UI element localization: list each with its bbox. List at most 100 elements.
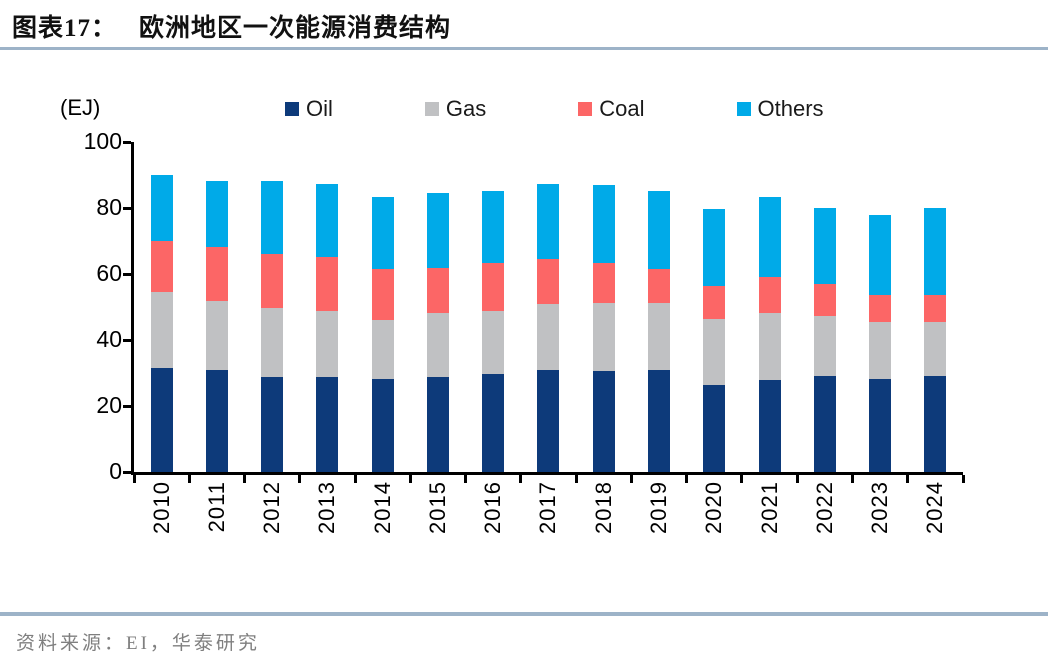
exhibit-label: 图表17： <box>12 15 118 42</box>
x-tick <box>574 475 578 483</box>
bar-slot-2019 <box>631 142 686 472</box>
legend-label: Coal <box>599 96 645 121</box>
bar-slot-2023 <box>852 142 907 472</box>
x-tick <box>906 475 910 483</box>
bar-segment-others-2024 <box>924 208 947 296</box>
x-label-slot: 2016 <box>466 481 521 565</box>
y-tick-label: 80 <box>96 194 122 220</box>
y-tick <box>123 338 131 342</box>
legend-label: Others <box>757 96 824 121</box>
x-tick <box>519 475 523 483</box>
x-label-slot: 2018 <box>576 481 631 565</box>
stacked-bar-2012 <box>261 181 284 472</box>
x-axis-label-2024: 2024 <box>922 481 948 534</box>
x-axis-label-2022: 2022 <box>811 481 837 534</box>
stacked-bar-2019 <box>648 190 671 472</box>
x-tick <box>243 475 247 483</box>
stacked-bar-2021 <box>758 196 781 472</box>
bar-slot-2017 <box>521 142 576 472</box>
bar-segment-oil-2022 <box>813 376 836 472</box>
bar-segment-oil-2012 <box>261 376 284 472</box>
legend-item-oil: Oil <box>285 96 333 122</box>
stacked-bar-2023 <box>869 214 892 472</box>
y-tick-label: 40 <box>96 326 122 352</box>
stacked-bar-2024 <box>924 208 947 472</box>
bar-segment-others-2011 <box>205 180 228 248</box>
bar-segment-gas-2011 <box>205 301 228 371</box>
bar-segment-others-2023 <box>869 214 892 296</box>
x-axis <box>131 472 963 475</box>
legend-label: Oil <box>306 96 333 121</box>
bar-segment-coal-2024 <box>924 295 947 322</box>
bar-segment-gas-2012 <box>261 308 284 377</box>
legend-item-others: Others <box>736 96 824 122</box>
bar-segment-gas-2016 <box>482 311 505 374</box>
bar-slot-2012 <box>245 142 300 472</box>
bar-segment-gas-2014 <box>371 319 394 379</box>
bar-segment-oil-2014 <box>371 378 394 472</box>
bar-segment-others-2016 <box>482 190 505 263</box>
bar-segment-gas-2022 <box>813 315 836 377</box>
bar-segment-oil-2015 <box>426 376 449 472</box>
bar-segment-oil-2023 <box>869 379 892 472</box>
x-tick <box>353 475 357 483</box>
x-axis-label-2015: 2015 <box>424 481 450 534</box>
x-label-slot: 2022 <box>797 481 852 565</box>
bar-slot-2021 <box>742 142 797 472</box>
bar-segment-gas-2020 <box>703 318 726 386</box>
bar-slot-2010 <box>134 142 189 472</box>
bar-segment-oil-2016 <box>482 374 505 472</box>
bar-segment-coal-2011 <box>205 247 228 302</box>
bar-segment-coal-2016 <box>482 262 505 312</box>
bar-segment-others-2021 <box>758 196 781 278</box>
chart-title: 图表17： 欧洲地区一次能源消费结构 <box>12 8 1036 44</box>
x-axis-labels: 2010 2011 2012 2013 2014 2015 2016 2017 2018 2019… <box>134 481 963 565</box>
chart-legend: Oil Gas Coal Others <box>285 96 824 122</box>
stacked-bar-2017 <box>537 183 560 472</box>
bar-segment-coal-2014 <box>371 268 394 320</box>
bar-segment-coal-2017 <box>537 258 560 304</box>
bar-segment-others-2017 <box>537 183 560 259</box>
bar-slot-2014 <box>355 142 410 472</box>
x-axis-label-2020: 2020 <box>701 481 727 534</box>
stacked-bar-2018 <box>592 184 615 472</box>
x-label-slot: 2021 <box>742 481 797 565</box>
x-tick <box>132 475 136 483</box>
bar-slot-2018 <box>576 142 631 472</box>
footer-rule <box>0 612 1048 616</box>
x-tick <box>961 475 965 483</box>
bar-segment-oil-2013 <box>316 376 339 472</box>
bar-slot-2013 <box>300 142 355 472</box>
x-tick <box>298 475 302 483</box>
x-label-slot: 2013 <box>300 481 355 565</box>
bar-segment-others-2020 <box>703 208 726 287</box>
bar-segment-gas-2015 <box>426 312 449 377</box>
y-tick-label: 20 <box>96 392 122 418</box>
x-axis-label-2021: 2021 <box>756 481 782 534</box>
bar-segment-coal-2023 <box>869 295 892 322</box>
legend-marker-gas <box>424 102 439 116</box>
x-label-slot: 2024 <box>908 481 963 565</box>
bar-segment-gas-2018 <box>592 303 615 372</box>
x-axis-label-2011: 2011 <box>203 481 229 533</box>
x-label-slot: 2015 <box>410 481 465 565</box>
bar-segment-oil-2017 <box>537 370 560 472</box>
legend-marker-oil <box>285 102 299 116</box>
x-axis-label-2016: 2016 <box>480 481 506 534</box>
bar-segment-coal-2019 <box>648 268 671 304</box>
x-tick <box>850 475 854 483</box>
bar-segment-oil-2010 <box>150 367 173 472</box>
x-tick <box>685 475 689 483</box>
bar-segment-others-2010 <box>150 175 173 242</box>
x-axis-label-2019: 2019 <box>646 481 672 534</box>
bar-segment-oil-2021 <box>758 380 781 472</box>
y-axis-unit-label: (EJ) <box>60 95 101 120</box>
bar-segment-coal-2020 <box>703 286 726 319</box>
x-axis-label-2017: 2017 <box>535 481 561 534</box>
bar-slot-2011 <box>189 142 244 472</box>
bar-segment-gas-2024 <box>924 321 947 377</box>
bar-slot-2020 <box>687 142 742 472</box>
legend-item-coal: Coal <box>578 96 645 122</box>
bar-segment-oil-2024 <box>924 376 947 472</box>
stacked-bar-2010 <box>150 175 173 472</box>
